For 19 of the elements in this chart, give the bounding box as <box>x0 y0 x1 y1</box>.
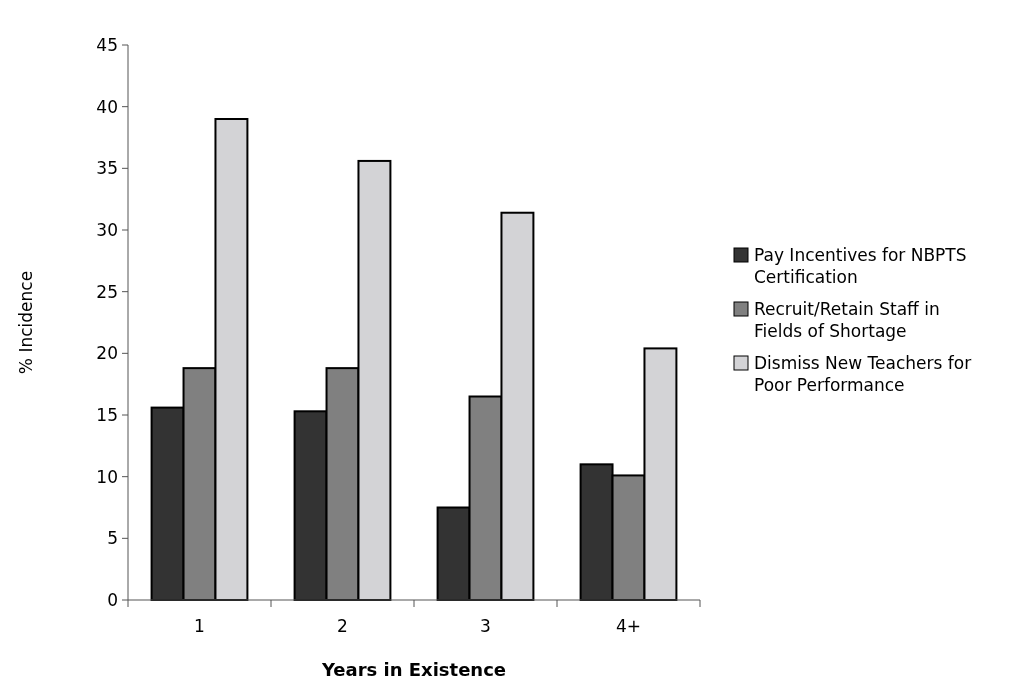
y-axis-title: % Incidence <box>16 270 36 375</box>
x-tick-label: 4+ <box>615 616 642 636</box>
x-axis-title: Years in Existence <box>320 659 507 680</box>
y-tick-label: 15 <box>96 404 118 425</box>
y-tick-label: 10 <box>96 466 118 487</box>
y-tick-label: 35 <box>96 158 118 179</box>
y-tick-label: 45 <box>96 34 118 55</box>
x-tick-label: 1 <box>194 616 205 636</box>
legend-label: Recruit/Retain Staff in Fields of Shortage <box>754 298 940 342</box>
y-tick-label: 20 <box>96 343 118 364</box>
legend-label: Dismiss New Teachers for Poor Performance <box>754 352 972 396</box>
y-tick-label: 25 <box>96 281 118 302</box>
y-tick-label: 30 <box>96 219 118 240</box>
x-tick-label: 2 <box>337 616 348 636</box>
y-tick-label: 40 <box>96 96 118 117</box>
y-tick-label: 5 <box>107 528 118 549</box>
y-tick-label: 0 <box>107 589 118 610</box>
x-tick-label: 3 <box>480 616 491 636</box>
legend-label: Pay Incentives for NBPTS Certification <box>754 244 967 288</box>
